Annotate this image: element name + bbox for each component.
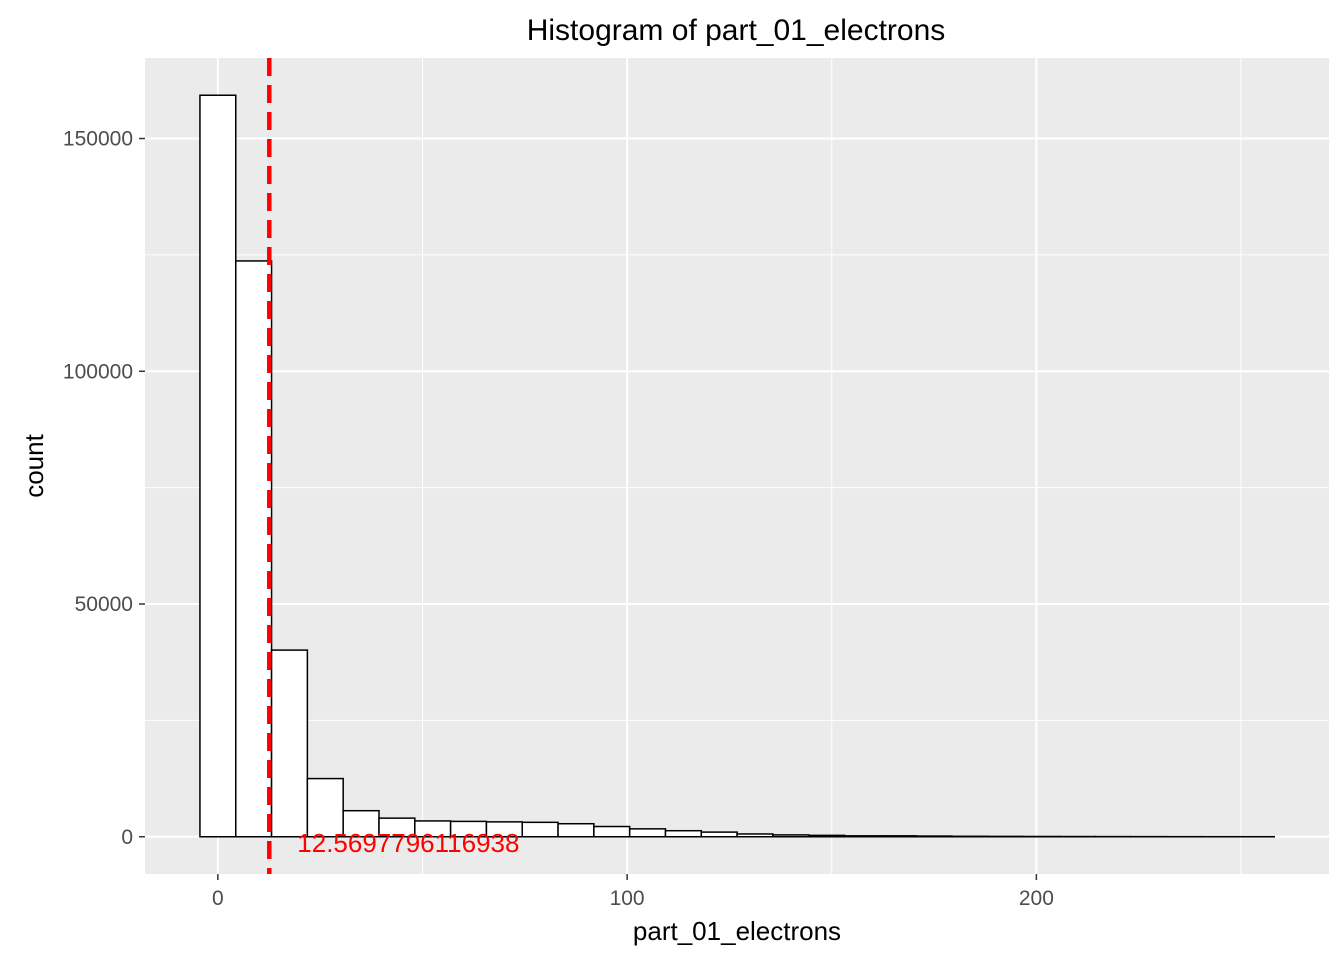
histogram-bar: [235, 260, 273, 838]
histogram-bar: [736, 833, 774, 838]
histogram-bar: [306, 777, 344, 838]
x-tick-label: 200: [1019, 887, 1054, 910]
chart-title: Histogram of part_01_electrons: [527, 14, 946, 47]
histogram-bar: [521, 821, 559, 838]
histogram-bar: [843, 835, 882, 838]
histogram-bar: [557, 822, 595, 838]
plot-panel: [145, 58, 1329, 874]
histogram-bars: [199, 94, 1276, 838]
histogram-bar: [342, 809, 380, 838]
histogram-bar: [879, 835, 917, 838]
x-tick-label: 100: [610, 887, 645, 910]
y-tick-label: 50000: [75, 593, 133, 616]
grid-minor: [145, 58, 1329, 874]
histogram-bar: [628, 828, 667, 838]
histogram-bar: [915, 835, 953, 838]
histogram-bar: [199, 94, 237, 838]
histogram-bar: [772, 834, 810, 838]
histogram-bar: [270, 649, 309, 838]
histogram-bar: [807, 834, 846, 838]
x-tick-label: 0: [212, 887, 224, 910]
y-tick-label: 100000: [63, 360, 133, 383]
y-axis-title: count: [19, 433, 49, 497]
x-axis-title: part_01_electrons: [633, 916, 841, 946]
x-axis: 0 100 200: [212, 874, 1054, 910]
mean-label: 12.5697796116938: [297, 828, 519, 858]
y-tick-label: 0: [121, 826, 133, 849]
y-axis: 0 50000 100000 150000: [63, 128, 145, 849]
histogram-bar: [593, 825, 631, 838]
histogram-bar: [700, 831, 738, 838]
y-tick-label: 150000: [63, 128, 133, 151]
histogram-bar: [664, 829, 703, 838]
